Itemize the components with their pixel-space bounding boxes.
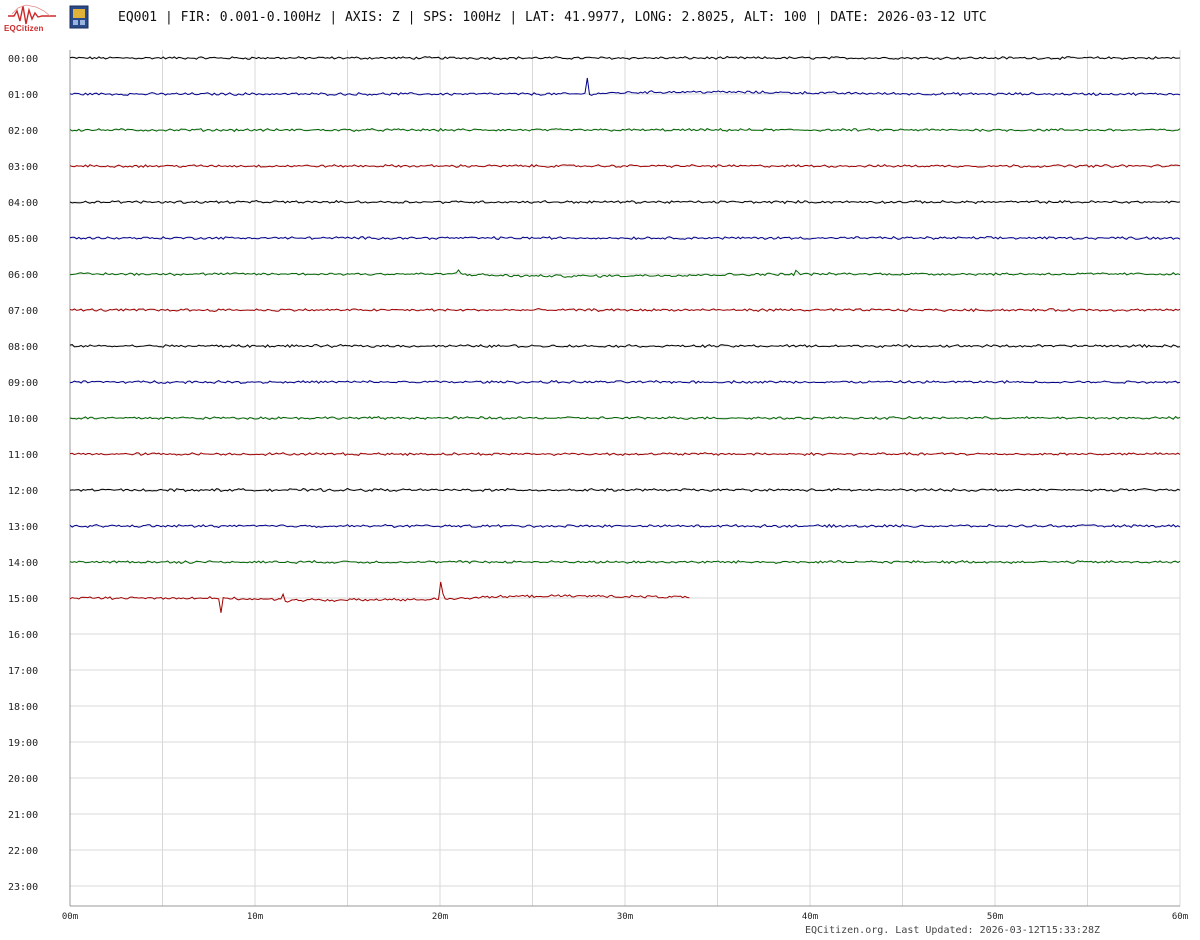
trace-0200 (69, 127, 1181, 133)
eqcitizen-logo (8, 4, 56, 25)
trace-0300 (69, 163, 1181, 169)
trace-0400 (69, 199, 1181, 205)
row-label: 07:00 (8, 306, 38, 317)
x-tick-label: 00m (62, 912, 78, 922)
row-label: 10:00 (8, 414, 38, 425)
last-updated-footer: EQCitizen.org. Last Updated: 2026-03-12T… (804, 925, 1100, 936)
row-label: 23:00 (8, 882, 38, 893)
row-label: 21:00 (8, 810, 38, 821)
row-label: 02:00 (8, 126, 38, 137)
row-label: 00:00 (8, 54, 38, 65)
trace-1100 (69, 451, 1181, 457)
device-icon (69, 5, 89, 29)
row-label: 11:00 (8, 450, 38, 461)
trace-0100 (69, 77, 1181, 97)
x-tick-label: 40m (802, 912, 818, 922)
row-label: 17:00 (8, 666, 38, 677)
trace-0800 (69, 343, 1181, 349)
trace-0700 (69, 307, 1181, 313)
trace-0000 (69, 55, 1181, 61)
trace-1400 (69, 559, 1181, 564)
x-tick-label: 10m (247, 912, 263, 922)
x-tick-label: 20m (432, 912, 448, 922)
row-label: 14:00 (8, 558, 38, 569)
row-label: 12:00 (8, 486, 38, 497)
row-label: 18:00 (8, 702, 38, 713)
chart-title: EQ001 | FIR: 0.001-0.100Hz | AXIS: Z | S… (118, 10, 987, 25)
trace-1300 (69, 523, 1181, 529)
row-label: 13:00 (8, 522, 38, 533)
row-label: 01:00 (8, 90, 38, 101)
row-label: 19:00 (8, 738, 38, 749)
row-label: 09:00 (8, 378, 38, 389)
trace-0900 (69, 379, 1181, 385)
row-label: 15:00 (8, 594, 38, 605)
trace-1000 (69, 415, 1181, 421)
row-label: 05:00 (8, 234, 38, 245)
trace-1500 (69, 581, 690, 613)
row-label: 03:00 (8, 162, 38, 173)
trace-1200 (69, 487, 1181, 493)
row-label: 20:00 (8, 774, 38, 785)
trace-0500 (69, 235, 1181, 241)
header: EQCitizen EQ001 | FIR: 0.001-0.100Hz | A… (0, 0, 1200, 36)
row-label: 06:00 (8, 270, 38, 281)
row-label: 22:00 (8, 846, 38, 857)
row-label: 04:00 (8, 198, 38, 209)
trace-0600 (69, 269, 1181, 278)
row-label: 08:00 (8, 342, 38, 353)
logo-text: EQCitizen (4, 24, 44, 33)
x-tick-label: 30m (617, 912, 633, 922)
helicorder-plot: 00:00 01:00 02:00 03:00 04:00 05:00 06:00 07:00… (8, 50, 1188, 922)
row-label: 16:00 (8, 630, 38, 641)
x-tick-label: 50m (987, 912, 1003, 922)
x-tick-label: 60m (1172, 912, 1188, 922)
